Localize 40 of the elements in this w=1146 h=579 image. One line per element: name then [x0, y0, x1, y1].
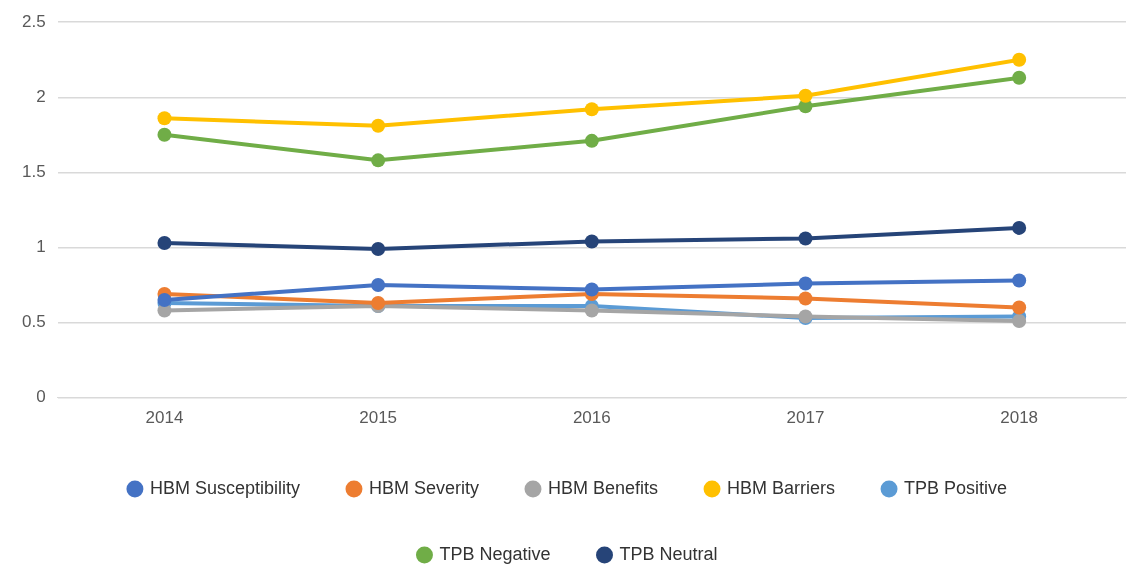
x-tick-label: 2018 — [1000, 408, 1039, 428]
legend-label: HBM Barriers — [727, 477, 836, 498]
x-tick-label: 2016 — [572, 408, 611, 428]
legend-label: TPB Positive — [904, 477, 1008, 498]
legend-label: HBM Severity — [368, 477, 479, 498]
point — [584, 133, 599, 148]
legend-label: TPB Negative — [439, 543, 551, 564]
legend-label: HBM Benefits — [547, 477, 659, 498]
point — [584, 234, 599, 249]
y-tick-label: 0.5 — [21, 312, 46, 332]
x-tick-label: 2014 — [145, 408, 184, 428]
y-tick-label: 1.5 — [21, 162, 46, 182]
point — [1012, 220, 1027, 235]
point — [157, 127, 172, 142]
point — [371, 241, 386, 256]
legend-label: TPB Neutral — [619, 543, 718, 564]
point — [798, 88, 813, 103]
point — [371, 277, 386, 292]
point — [584, 282, 599, 297]
point — [1012, 70, 1027, 85]
point — [157, 235, 172, 250]
point — [1012, 273, 1027, 288]
y-tick-label: 2 — [36, 86, 46, 106]
point — [1012, 300, 1027, 315]
y-tick-label: 2.5 — [21, 11, 46, 31]
point — [371, 153, 386, 168]
point — [798, 291, 813, 306]
legend-label: HBM Susceptibility — [149, 477, 300, 498]
y-tick-label: 0 — [36, 387, 46, 407]
point — [798, 276, 813, 291]
point — [1012, 314, 1027, 329]
point — [798, 231, 813, 246]
point — [157, 111, 172, 126]
x-tick-label: 2015 — [359, 408, 398, 428]
point — [1012, 52, 1027, 67]
y-tick-label: 1 — [36, 237, 46, 257]
point — [371, 118, 386, 133]
point — [584, 102, 599, 117]
point — [584, 303, 599, 318]
x-tick-label: 2017 — [786, 408, 825, 428]
